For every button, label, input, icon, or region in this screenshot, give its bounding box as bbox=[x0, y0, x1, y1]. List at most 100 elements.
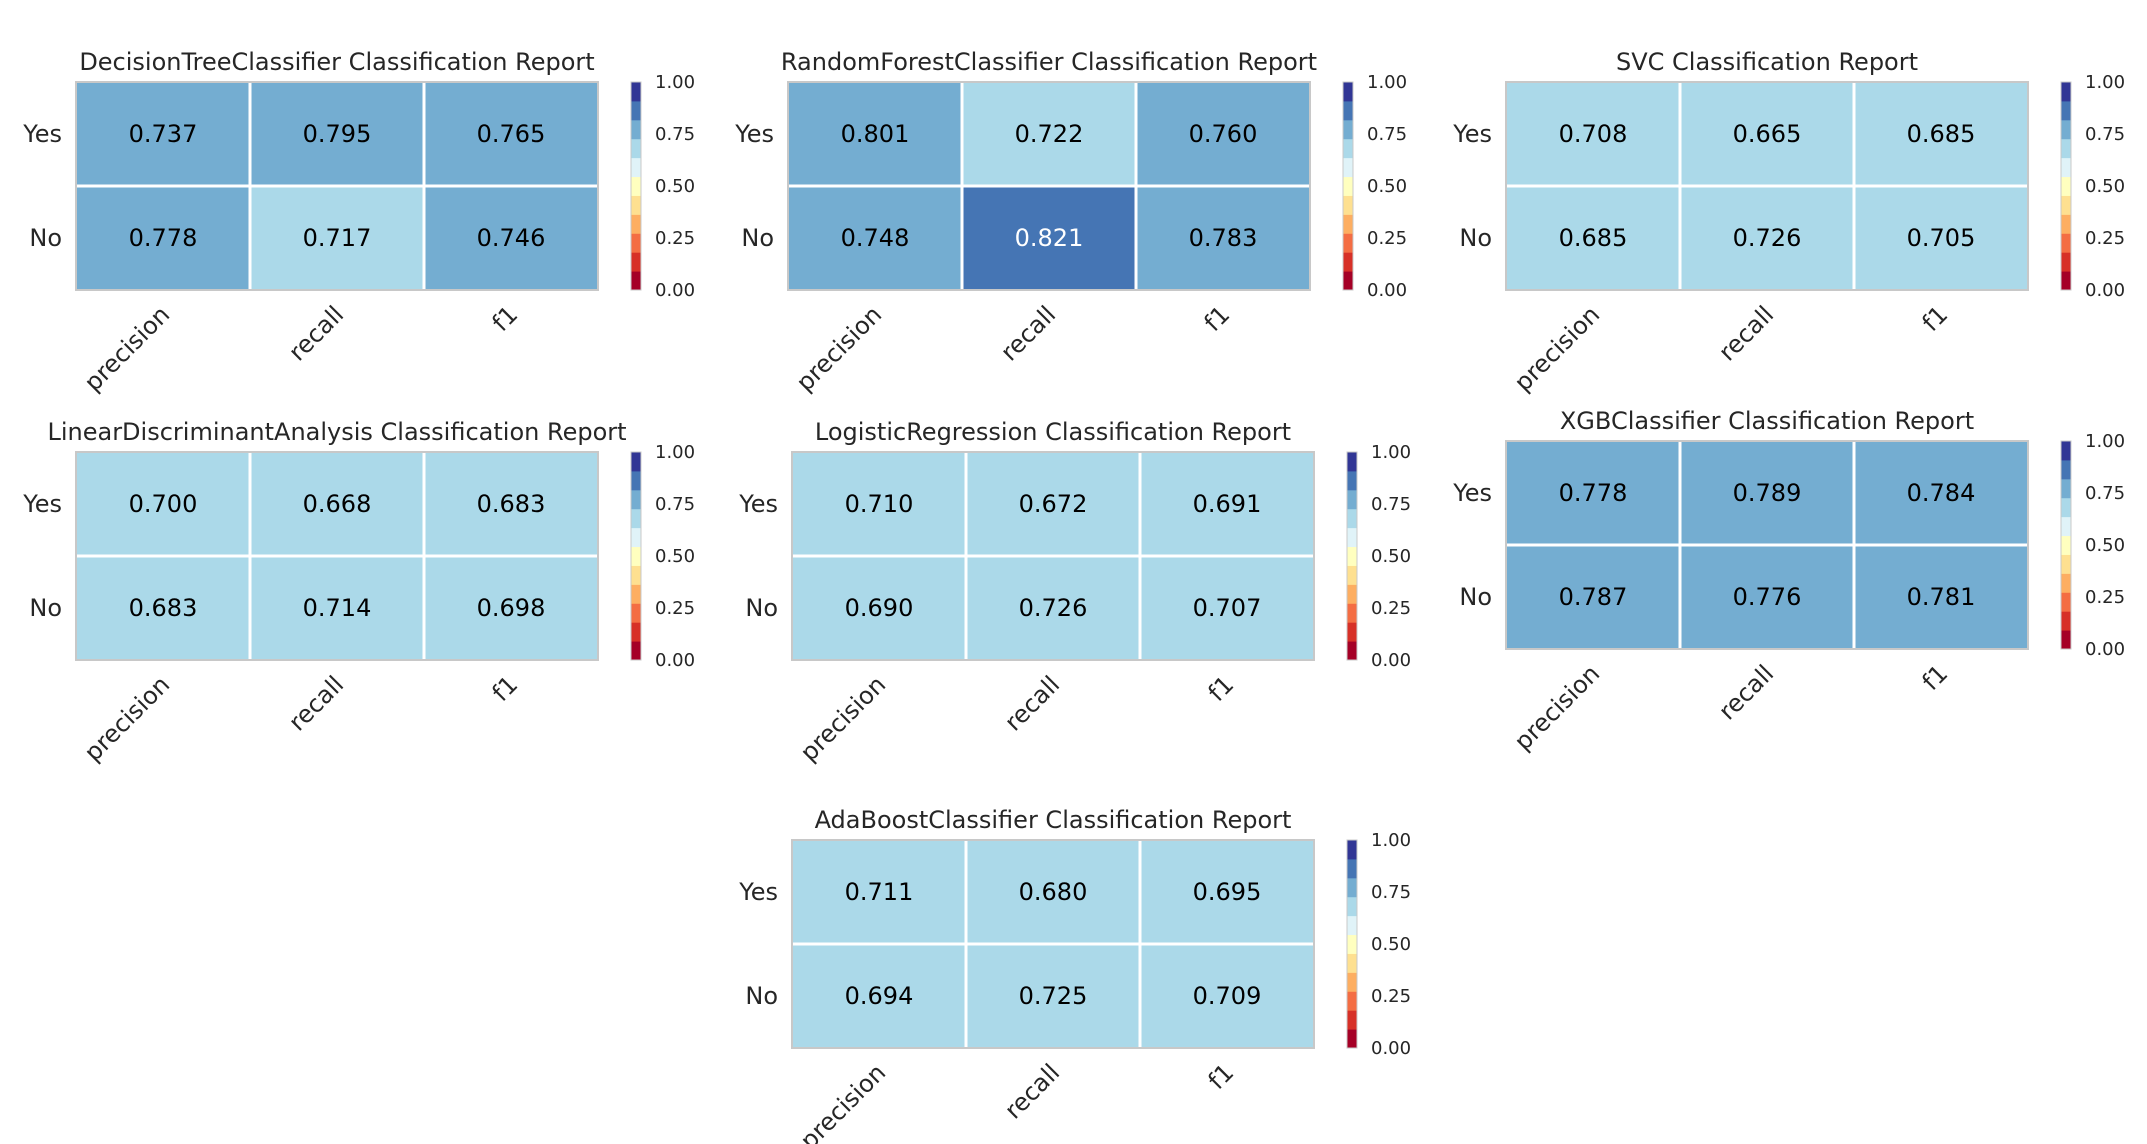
colorbar-frame bbox=[2060, 81, 2072, 291]
colorbar-tick-label: 1.00 bbox=[1367, 72, 1407, 93]
row-label-yes: Yes bbox=[738, 878, 778, 906]
heatmap-cell-yes-f1 bbox=[1140, 452, 1314, 556]
heatmap-cell-yes-precision bbox=[792, 452, 966, 556]
row-label-no: No bbox=[1459, 224, 1492, 252]
colorbar-segment bbox=[2061, 478, 2071, 499]
column-label-recall: recall bbox=[995, 300, 1061, 366]
heatmap-cell-yes-f1 bbox=[1854, 82, 2028, 186]
heatmap-cell-no-recall bbox=[1680, 186, 1854, 290]
colorbar-segment bbox=[1347, 877, 1357, 898]
heatmap-cell-yes-precision bbox=[788, 82, 962, 186]
heatmap-cell-no-f1 bbox=[424, 556, 598, 660]
heatmap-cell-yes-recall bbox=[1680, 82, 1854, 186]
heatmap-cell-no-recall bbox=[966, 944, 1140, 1048]
heatmap-cell-yes-precision bbox=[792, 840, 966, 944]
row-label-yes: Yes bbox=[734, 120, 774, 148]
column-label-recall: recall bbox=[283, 670, 349, 736]
cell-value-label: 0.746 bbox=[477, 224, 546, 252]
cell-value-label: 0.665 bbox=[1733, 120, 1802, 148]
cell-value-label: 0.698 bbox=[477, 594, 546, 622]
heatmap-cell-yes-recall bbox=[250, 82, 424, 186]
heatmap-cell-yes-precision bbox=[76, 452, 250, 556]
column-label-precision: precision bbox=[1509, 300, 1605, 396]
cell-value-label: 0.795 bbox=[303, 120, 372, 148]
cell-value-label: 0.781 bbox=[1907, 583, 1976, 611]
cell-value-label: 0.748 bbox=[841, 224, 910, 252]
heatmap-cell-yes-recall bbox=[962, 82, 1136, 186]
heatmap-frame bbox=[75, 451, 599, 661]
heatmap-frame bbox=[75, 81, 599, 291]
report-panel-2: RandomForestClassifier Classification Re… bbox=[734, 48, 1407, 397]
colorbar-segment bbox=[631, 271, 641, 291]
colorbar-segment bbox=[1347, 546, 1357, 566]
cell-value-label: 0.711 bbox=[845, 878, 914, 906]
cell-value-label: 0.726 bbox=[1733, 224, 1802, 252]
heatmap-cell-no-precision bbox=[1506, 545, 1680, 649]
colorbar-segment bbox=[631, 622, 641, 642]
report-panel-1: DecisionTreeClassifier Classification Re… bbox=[22, 48, 695, 397]
colorbar-segment bbox=[2061, 554, 2071, 574]
cell-value-label: 0.725 bbox=[1019, 982, 1088, 1010]
row-label-no: No bbox=[1459, 583, 1492, 611]
heatmap-cell-no-f1 bbox=[1854, 545, 2028, 649]
cell-value-label: 0.694 bbox=[845, 982, 914, 1010]
panel-title: LinearDiscriminantAnalysis Classificatio… bbox=[47, 418, 626, 446]
colorbar-segment bbox=[1347, 489, 1357, 510]
colorbar-segment bbox=[1347, 452, 1357, 472]
cell-value-label: 0.668 bbox=[303, 490, 372, 518]
colorbar-frame bbox=[2060, 440, 2072, 650]
cell-value-label: 0.717 bbox=[303, 224, 372, 252]
panel-title: SVC Classification Report bbox=[1616, 48, 1918, 76]
colorbar-tick-label: 0.00 bbox=[655, 280, 695, 301]
column-label-recall: recall bbox=[1713, 659, 1779, 725]
colorbar-segment bbox=[631, 452, 641, 472]
report-panel-4: LinearDiscriminantAnalysis Classificatio… bbox=[22, 418, 695, 767]
colorbar-segment bbox=[2061, 573, 2071, 593]
colorbar-segment bbox=[631, 100, 641, 121]
heatmap-cell-no-precision bbox=[1506, 186, 1680, 290]
colorbar-segment bbox=[2061, 100, 2071, 121]
heatmap-cell-yes-f1 bbox=[1136, 82, 1310, 186]
colorbar-segment bbox=[631, 508, 641, 529]
heatmap-frame bbox=[791, 451, 1315, 661]
cell-value-label: 0.760 bbox=[1189, 120, 1258, 148]
colorbar-segment bbox=[1347, 603, 1357, 623]
column-label-recall: recall bbox=[999, 1058, 1065, 1124]
colorbar-segment bbox=[631, 214, 641, 234]
column-label-f1: f1 bbox=[1203, 670, 1240, 707]
colorbar-segment bbox=[2061, 214, 2071, 234]
colorbar-tick-label: 0.50 bbox=[1371, 546, 1411, 567]
cell-value-label: 0.726 bbox=[1019, 594, 1088, 622]
heatmap-cell-no-f1 bbox=[1140, 556, 1314, 660]
heatmap-cell-no-recall bbox=[962, 186, 1136, 290]
colorbar-tick-label: 0.00 bbox=[1371, 1038, 1411, 1059]
cell-value-label: 0.707 bbox=[1193, 594, 1262, 622]
cell-value-label: 0.690 bbox=[845, 594, 914, 622]
heatmap-frame bbox=[791, 839, 1315, 1049]
colorbar-segment bbox=[2061, 441, 2071, 461]
colorbar-segment bbox=[1347, 934, 1357, 954]
colorbar-segment bbox=[1347, 896, 1357, 917]
cell-value-label: 0.737 bbox=[129, 120, 198, 148]
row-label-yes: Yes bbox=[22, 120, 62, 148]
heatmap-cell-yes-f1 bbox=[1140, 840, 1314, 944]
colorbar-tick-label: 0.00 bbox=[1367, 280, 1407, 301]
colorbar-tick-label: 1.00 bbox=[1371, 442, 1411, 463]
row-label-no: No bbox=[29, 594, 62, 622]
cell-value-label: 0.778 bbox=[129, 224, 198, 252]
colorbar-segment bbox=[2061, 592, 2071, 612]
colorbar-tick-label: 1.00 bbox=[655, 72, 695, 93]
colorbar-segment bbox=[1347, 641, 1357, 661]
cell-value-label: 0.700 bbox=[129, 490, 198, 518]
colorbar-tick-label: 0.75 bbox=[2085, 124, 2125, 145]
row-label-no: No bbox=[745, 982, 778, 1010]
cell-value-label: 0.765 bbox=[477, 120, 546, 148]
column-label-precision: precision bbox=[79, 300, 175, 396]
colorbar-segment bbox=[1347, 991, 1357, 1011]
cell-value-label: 0.714 bbox=[303, 594, 372, 622]
heatmap-cell-no-f1 bbox=[424, 186, 598, 290]
column-label-f1: f1 bbox=[487, 670, 524, 707]
colorbar-segment bbox=[1347, 470, 1357, 491]
heatmap-frame bbox=[787, 81, 1311, 291]
